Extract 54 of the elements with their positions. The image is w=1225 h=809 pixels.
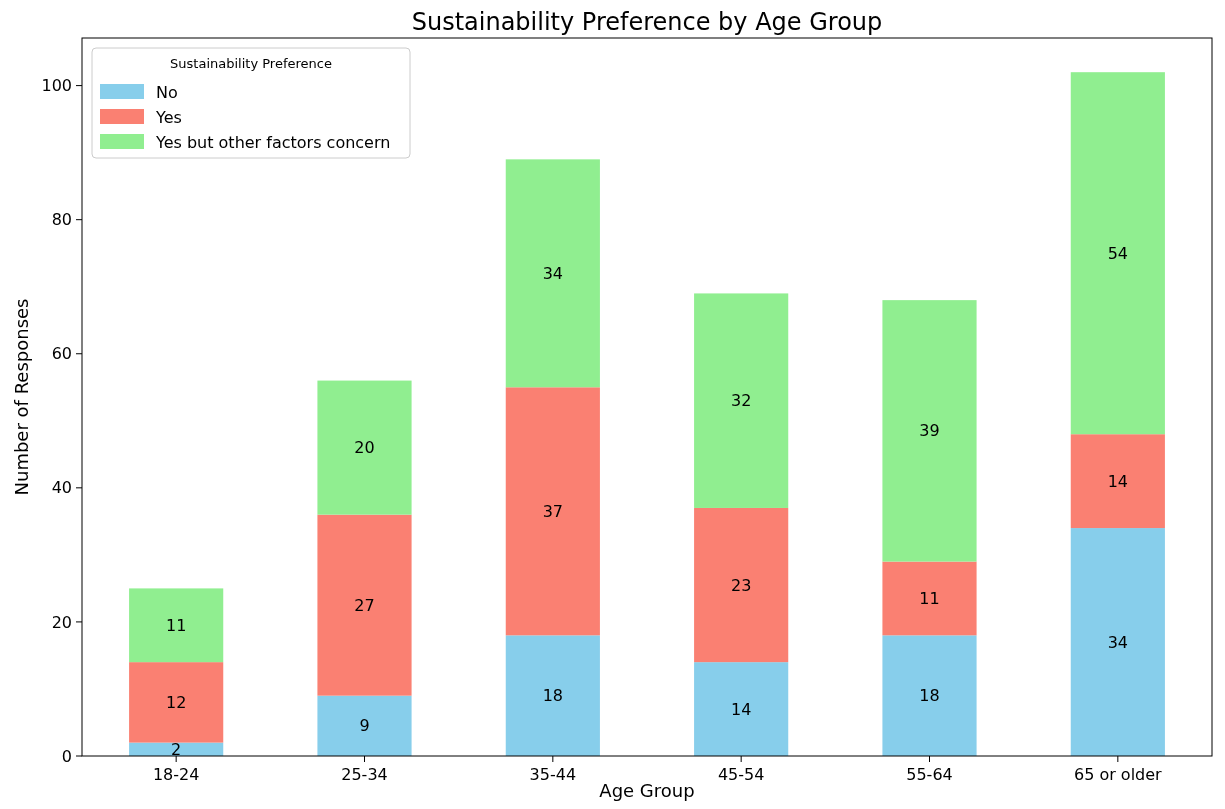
x-tick-label: 35-44 (529, 765, 577, 784)
y-tick-label: 40 (51, 478, 72, 498)
data-label: 14 (1107, 471, 1129, 491)
bar (505, 635, 600, 756)
data-label: 27 (354, 595, 375, 615)
x-tick-label: 65 or older (1073, 765, 1163, 784)
bar (694, 662, 789, 756)
data-label: 2 (171, 739, 182, 759)
data-label: 18 (919, 686, 940, 706)
bar (505, 159, 600, 388)
y-axis-title: Number of Responses (11, 298, 32, 496)
bar (317, 514, 412, 696)
data-label: 18 (542, 686, 564, 706)
x-axis-title: Age Group (599, 780, 695, 801)
bar (1070, 434, 1165, 529)
data-label: 12 (165, 692, 187, 712)
x-tick-label: 25-34 (341, 765, 388, 784)
data-label: 54 (1107, 243, 1129, 263)
y-tick-label: 100 (41, 76, 72, 96)
bar (694, 293, 789, 508)
bar (1070, 528, 1165, 756)
data-label: 32 (730, 391, 752, 411)
x-tick-label: 18-24 (152, 765, 200, 784)
x-tick-label: 45-54 (717, 765, 765, 784)
data-label: 20 (354, 438, 375, 458)
data-label: 23 (730, 575, 752, 595)
y-tick-label: 20 (51, 612, 72, 632)
bar (505, 387, 600, 636)
bar (1070, 72, 1165, 435)
legend-label: Yes (155, 107, 182, 127)
y-tick-label: 80 (51, 210, 72, 230)
data-label: 39 (919, 421, 940, 441)
data-label: 14 (730, 699, 752, 719)
data-label: 9 (359, 716, 370, 736)
bar (129, 588, 224, 663)
data-label: 34 (542, 263, 564, 283)
bar (317, 695, 412, 756)
bar (882, 561, 977, 636)
bar (317, 380, 412, 515)
data-label: 37 (542, 501, 564, 521)
data-label: 11 (919, 589, 940, 609)
bar (129, 662, 224, 743)
bar (882, 300, 977, 562)
y-tick-label: 60 (51, 344, 72, 364)
legend-label: No (156, 82, 178, 102)
bar (694, 507, 789, 663)
chart-title: Sustainability Preference by Age Group (411, 8, 883, 36)
x-tick-label: 55-64 (906, 765, 953, 784)
bar (882, 635, 977, 756)
legend-label: Yes but other factors concern (155, 132, 391, 152)
y-tick-label: 0 (61, 746, 72, 766)
data-label: 34 (1107, 632, 1129, 652)
data-label: 11 (165, 615, 187, 635)
legend-title: Sustainability Preference (170, 56, 332, 71)
